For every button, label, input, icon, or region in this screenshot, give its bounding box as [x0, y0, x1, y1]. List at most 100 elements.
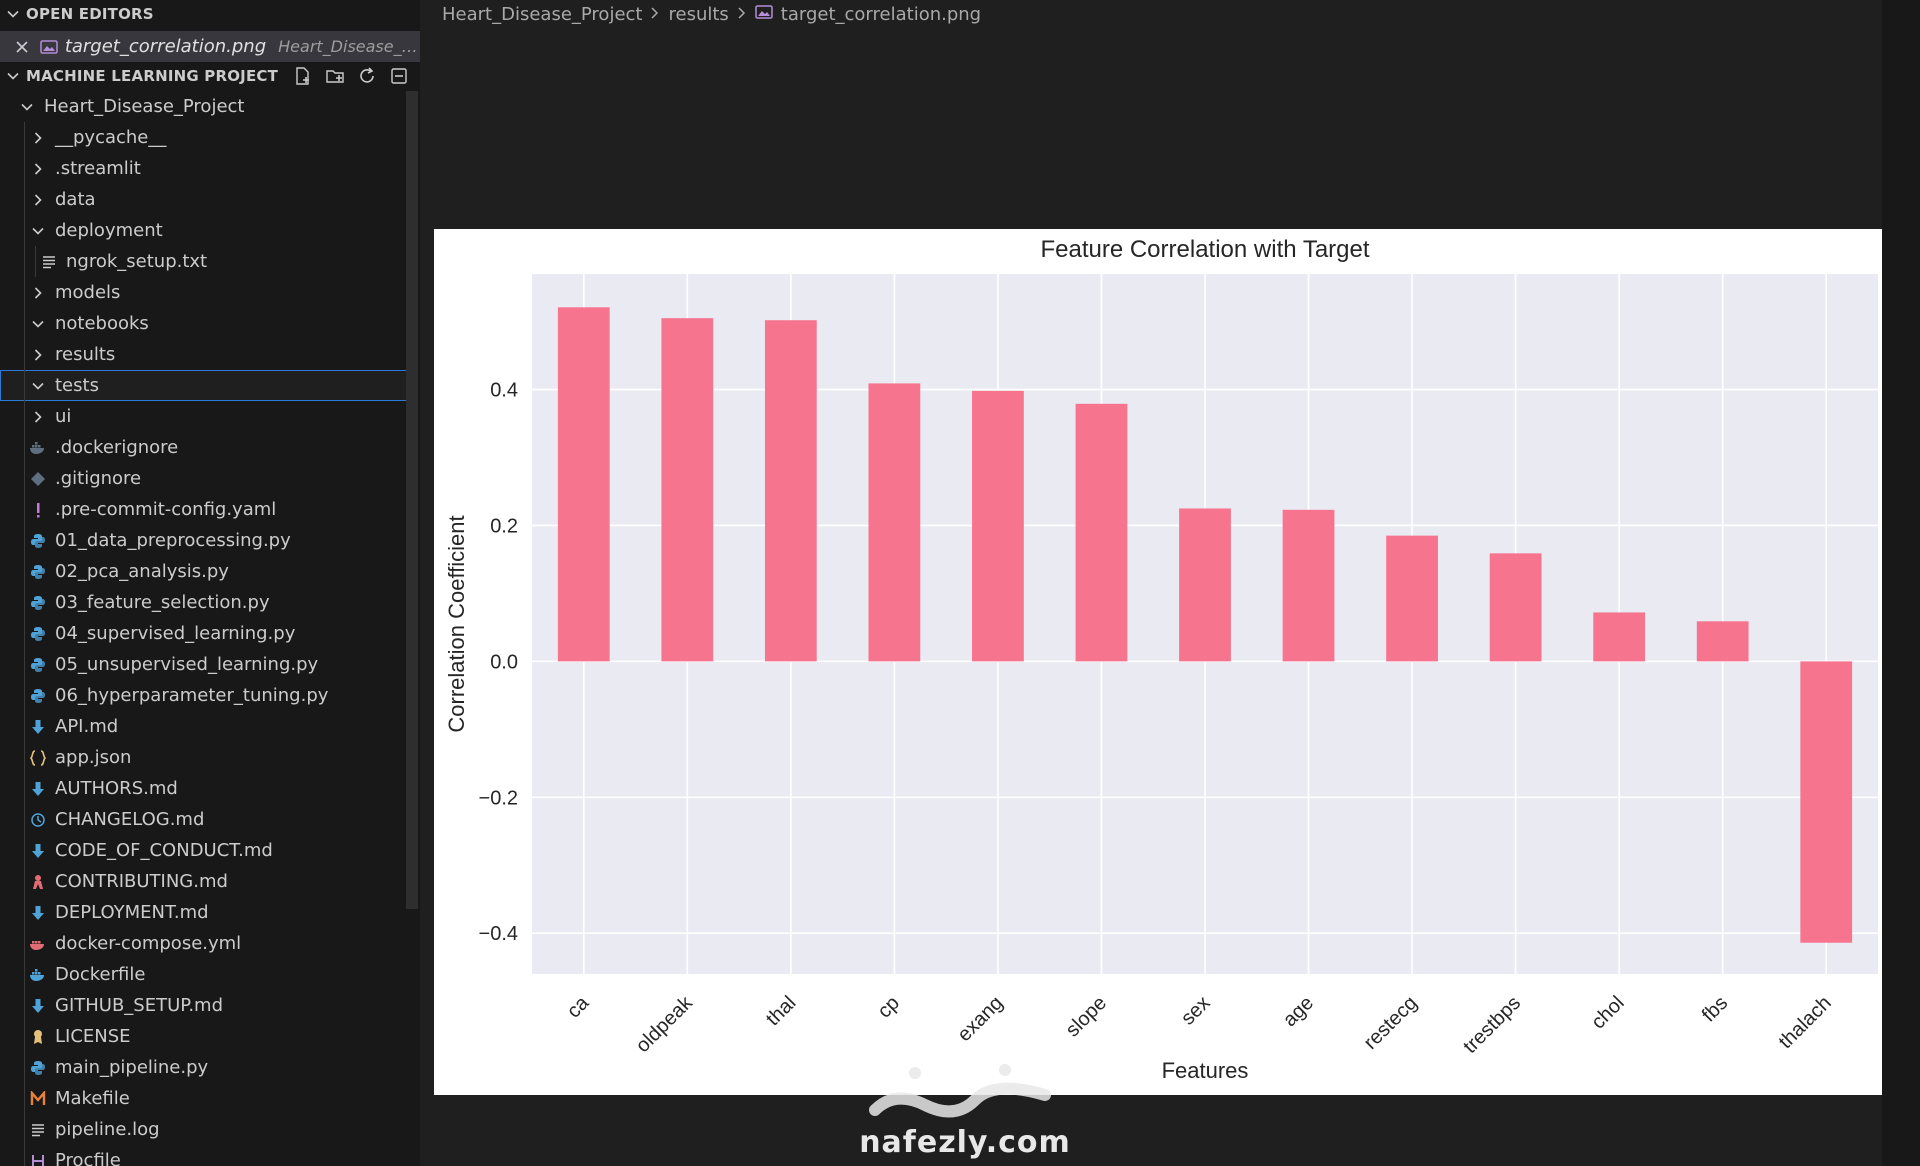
tree-item-label: CODE_OF_CONDUCT.md	[55, 840, 273, 861]
x-tick-label: thal	[762, 992, 800, 1030]
chevron-right-icon[interactable]	[29, 286, 47, 300]
folder-row[interactable]: deployment	[0, 215, 418, 246]
indent-guide	[24, 1114, 25, 1145]
file-row[interactable]: ngrok_setup.txt	[0, 246, 418, 277]
indent-guide	[24, 804, 25, 835]
indent-guide	[24, 649, 25, 680]
file-row[interactable]: Makefile	[0, 1083, 418, 1114]
tree-item-label: .streamlit	[55, 158, 141, 179]
tree-item-label: 01_data_preprocessing.py	[55, 530, 291, 551]
tree-item-label: 06_hyperparameter_tuning.py	[55, 685, 329, 706]
markdown-icon	[29, 905, 47, 921]
file-row[interactable]: DEPLOYMENT.md	[0, 897, 418, 928]
correlation-bar-chart: −0.4 −0.2 0.0 0.2 0.4 ca oldpeak thal cp exang slo…	[444, 236, 1878, 1083]
folder-row[interactable]: data	[0, 184, 418, 215]
bar-fbs	[1696, 621, 1749, 662]
breadcrumb-project[interactable]: Heart_Disease_Project	[442, 3, 643, 25]
folder-row[interactable]: ui	[0, 401, 418, 432]
file-row[interactable]: 01_data_preprocessing.py	[0, 525, 418, 556]
y-tick-label: 0.0	[490, 651, 518, 673]
folder-row[interactable]: results	[0, 339, 418, 370]
folder-row[interactable]: notebooks	[0, 308, 418, 339]
file-row[interactable]: 02_pca_analysis.py	[0, 556, 418, 587]
file-row[interactable]: docker-compose.yml	[0, 928, 418, 959]
docker-icon	[29, 967, 47, 983]
json-icon	[29, 749, 47, 766]
x-tick-label: chol	[1587, 992, 1629, 1034]
file-row[interactable]: main_pipeline.py	[0, 1052, 418, 1083]
file-row[interactable]: 05_unsupervised_learning.py	[0, 649, 418, 680]
breadcrumb-folder[interactable]: results	[668, 3, 729, 25]
docker-compose-icon	[29, 936, 47, 952]
folder-row[interactable]: models	[0, 277, 418, 308]
chevron-down-icon[interactable]	[29, 379, 47, 393]
tree-item-label: 04_supervised_learning.py	[55, 623, 296, 644]
indent-guide	[24, 215, 25, 246]
file-row[interactable]: AUTHORS.md	[0, 773, 418, 804]
tree-item-label: data	[55, 189, 96, 210]
collapse-all-icon[interactable]	[388, 65, 410, 87]
x-tick-label: thalach	[1775, 992, 1836, 1053]
new-folder-icon[interactable]	[324, 65, 346, 87]
file-row[interactable]: LICENSE	[0, 1021, 418, 1052]
contributing-icon	[29, 874, 47, 890]
chevron-right-icon[interactable]	[29, 348, 47, 362]
folder-row[interactable]: tests	[0, 370, 418, 401]
new-file-icon[interactable]	[292, 65, 314, 87]
bar-exang	[972, 390, 1024, 662]
folder-row[interactable]: Heart_Disease_Project	[0, 91, 418, 122]
bar-sex	[1179, 508, 1231, 662]
folder-row[interactable]: __pycache__	[0, 122, 418, 153]
file-row[interactable]: CHANGELOG.md	[0, 804, 418, 835]
folder-row[interactable]: .streamlit	[0, 153, 418, 184]
x-tick-label: cp	[873, 992, 903, 1022]
bar-chol	[1593, 612, 1646, 662]
file-row[interactable]: 04_supervised_learning.py	[0, 618, 418, 649]
file-row[interactable]: GITHUB_SETUP.md	[0, 990, 418, 1021]
file-row[interactable]: 03_feature_selection.py	[0, 587, 418, 618]
file-row[interactable]: app.json	[0, 742, 418, 773]
tree-item-label: Makefile	[55, 1088, 130, 1109]
file-row[interactable]: .pre-commit-config.yaml	[0, 494, 418, 525]
chevron-right-icon[interactable]	[29, 162, 47, 176]
breadcrumb-file[interactable]: target_correlation.png	[755, 4, 981, 25]
file-row[interactable]: Dockerfile	[0, 959, 418, 990]
chevron-right-icon[interactable]	[29, 131, 47, 145]
sidebar-scrollbar[interactable]	[406, 91, 418, 909]
y-tick-label: 0.2	[490, 515, 518, 537]
markdown-icon	[29, 843, 47, 859]
tree-item-label: LICENSE	[55, 1026, 131, 1047]
file-row[interactable]: Procfile	[0, 1145, 418, 1166]
chevron-right-icon[interactable]	[29, 193, 47, 207]
chevron-down-icon[interactable]	[18, 100, 36, 114]
project-section-header[interactable]: MACHINE LEARNING PROJECT	[0, 62, 420, 90]
chevron-down-icon[interactable]	[29, 224, 47, 238]
file-row[interactable]: pipeline.log	[0, 1114, 418, 1145]
chevron-right-icon	[650, 4, 660, 25]
file-row[interactable]: 06_hyperparameter_tuning.py	[0, 680, 418, 711]
indent-guide	[24, 990, 25, 1021]
markdown-icon	[29, 998, 47, 1014]
indent-guide	[24, 1052, 25, 1083]
open-editors-header[interactable]: OPEN EDITORS	[0, 0, 420, 28]
open-editor-item[interactable]: target_correlation.png Heart_Disease_Pro…	[0, 31, 420, 62]
chevron-right-icon[interactable]	[29, 410, 47, 424]
python-icon	[29, 564, 47, 580]
image-file-icon	[755, 4, 773, 25]
file-row[interactable]: .dockerignore	[0, 432, 418, 463]
indent-guide	[24, 773, 25, 804]
refresh-icon[interactable]	[356, 65, 378, 87]
indent-guide	[24, 680, 25, 711]
x-tick-label: oldpeak	[632, 991, 698, 1057]
bar-thal	[764, 320, 817, 662]
file-row[interactable]: API.md	[0, 711, 418, 742]
close-icon[interactable]	[13, 40, 32, 54]
x-tick-label: restecg	[1360, 992, 1422, 1054]
file-row[interactable]: CODE_OF_CONDUCT.md	[0, 835, 418, 866]
file-row[interactable]: .gitignore	[0, 463, 418, 494]
tree-item-label: API.md	[55, 716, 119, 737]
bar-ca	[557, 307, 610, 662]
chevron-down-icon[interactable]	[29, 317, 47, 331]
bar-trestbps	[1489, 553, 1542, 662]
file-row[interactable]: CONTRIBUTING.md	[0, 866, 418, 897]
